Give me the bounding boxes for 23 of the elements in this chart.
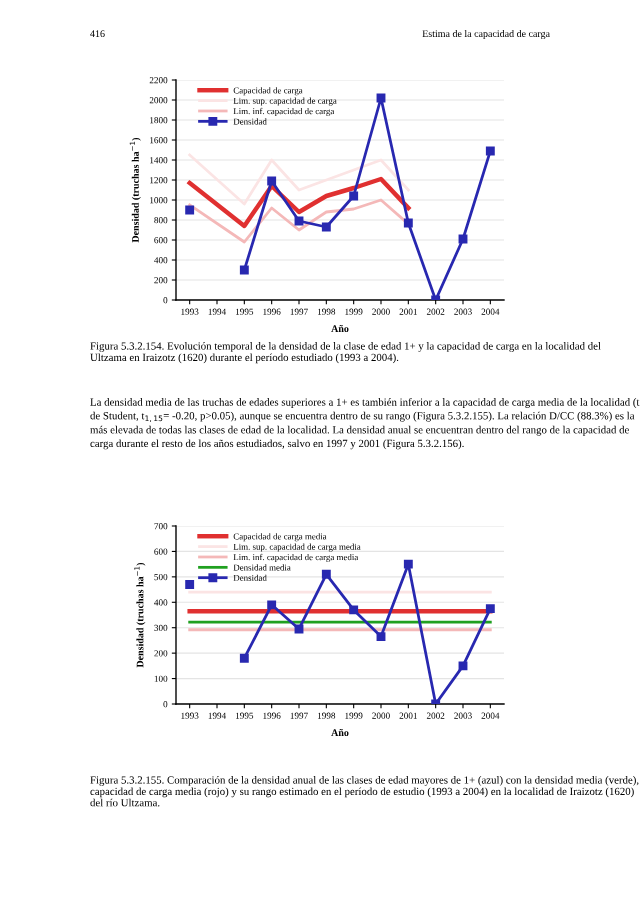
point (239, 653, 249, 663)
point (294, 624, 304, 634)
point (294, 216, 304, 226)
point (485, 604, 495, 614)
point (321, 222, 331, 232)
line-series (188, 198, 410, 244)
point (349, 605, 359, 615)
point (458, 661, 468, 671)
point (185, 205, 195, 215)
line-series (187, 176, 411, 229)
point (321, 569, 331, 579)
point (458, 234, 468, 244)
point (485, 146, 495, 156)
point (267, 176, 277, 186)
point (376, 632, 386, 642)
point (267, 600, 277, 610)
point (185, 580, 195, 589)
line-series (188, 153, 410, 206)
point (403, 559, 413, 569)
point (349, 191, 359, 201)
point (239, 265, 249, 275)
point (376, 93, 386, 103)
point (403, 218, 413, 228)
